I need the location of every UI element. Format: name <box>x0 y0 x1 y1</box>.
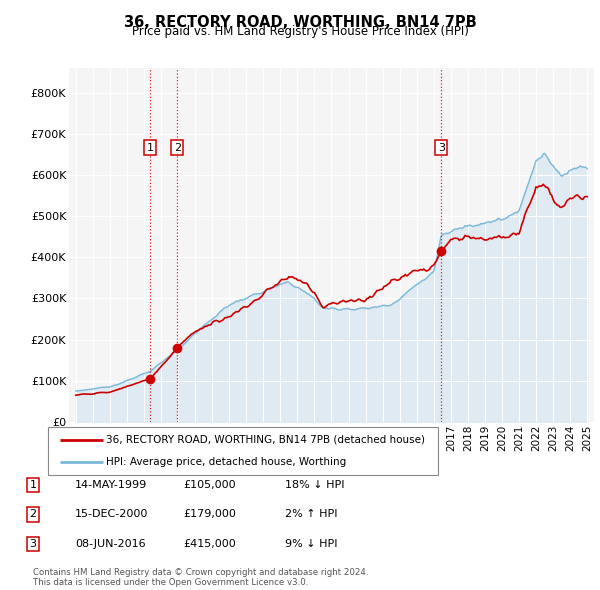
Text: Contains HM Land Registry data © Crown copyright and database right 2024.
This d: Contains HM Land Registry data © Crown c… <box>33 568 368 587</box>
Text: 2: 2 <box>29 510 37 519</box>
Text: 3: 3 <box>438 143 445 152</box>
Text: £179,000: £179,000 <box>183 510 236 519</box>
Text: 2% ↑ HPI: 2% ↑ HPI <box>285 510 337 519</box>
Text: HPI: Average price, detached house, Worthing: HPI: Average price, detached house, Wort… <box>107 457 347 467</box>
Text: Price paid vs. HM Land Registry's House Price Index (HPI): Price paid vs. HM Land Registry's House … <box>131 25 469 38</box>
Text: 1: 1 <box>29 480 37 490</box>
Text: £415,000: £415,000 <box>183 539 236 549</box>
Text: 36, RECTORY ROAD, WORTHING, BN14 7PB: 36, RECTORY ROAD, WORTHING, BN14 7PB <box>124 15 476 30</box>
Text: 2: 2 <box>174 143 181 152</box>
Text: 1: 1 <box>147 143 154 152</box>
Text: 9% ↓ HPI: 9% ↓ HPI <box>285 539 337 549</box>
Text: 14-MAY-1999: 14-MAY-1999 <box>75 480 147 490</box>
Text: 3: 3 <box>29 539 37 549</box>
Text: 08-JUN-2016: 08-JUN-2016 <box>75 539 146 549</box>
Text: 36, RECTORY ROAD, WORTHING, BN14 7PB (detached house): 36, RECTORY ROAD, WORTHING, BN14 7PB (de… <box>107 435 425 445</box>
Text: 15-DEC-2000: 15-DEC-2000 <box>75 510 148 519</box>
Text: £105,000: £105,000 <box>183 480 236 490</box>
Text: 18% ↓ HPI: 18% ↓ HPI <box>285 480 344 490</box>
